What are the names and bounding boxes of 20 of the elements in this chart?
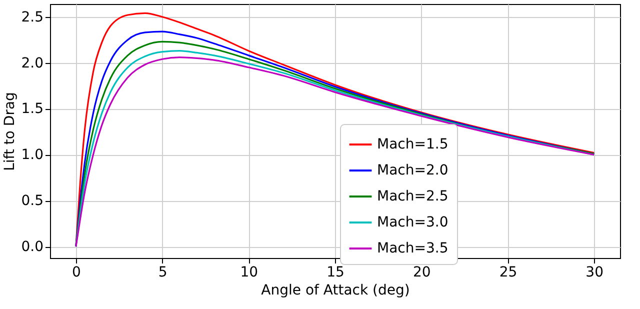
y-tick-label: 2.5 (21, 9, 44, 26)
legend-label: Mach=2.0 (377, 162, 448, 178)
y-tick-label: 0.5 (21, 193, 44, 210)
x-tick-label: 20 (412, 264, 431, 280)
legend-label: Mach=3.5 (377, 240, 448, 256)
y-tick-label: 0.0 (21, 239, 44, 256)
x-tick-label: 5 (158, 264, 168, 280)
x-tick-label: 15 (326, 264, 344, 280)
legend-label: Mach=3.0 (377, 214, 448, 230)
x-tick-label: 0 (72, 264, 81, 280)
x-tick-label: 30 (586, 264, 604, 280)
y-tick-label: 1.0 (21, 147, 44, 164)
x-axis-title: Angle of Attack (deg) (261, 282, 410, 298)
legend-label: Mach=2.5 (377, 188, 448, 204)
legend-label: Mach=1.5 (377, 136, 448, 152)
x-tick-label: 25 (499, 264, 518, 280)
y-tick-label: 1.5 (21, 101, 44, 118)
x-tick-label: 10 (240, 264, 258, 280)
y-axis-title: Lift to Drag (2, 92, 18, 171)
y-tick-label: 2.0 (21, 55, 44, 72)
